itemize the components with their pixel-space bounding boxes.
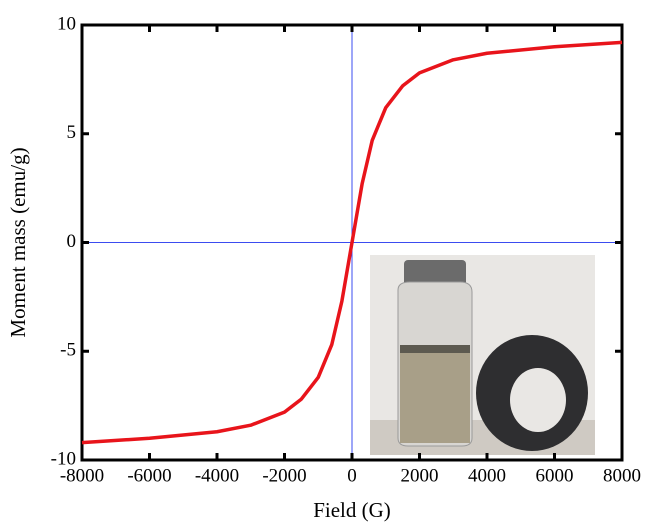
- y-tick-label: 10: [57, 13, 76, 34]
- x-tick-label: 6000: [536, 465, 574, 486]
- inset-photo: [370, 255, 595, 455]
- x-tick-label: -2000: [262, 465, 306, 486]
- x-tick-label: 0: [347, 465, 357, 486]
- x-tick-label: 8000: [603, 465, 641, 486]
- x-axis-label: Field (G): [313, 498, 391, 522]
- x-tick-label: 2000: [401, 465, 439, 486]
- y-tick-label: -5: [60, 340, 76, 361]
- x-tick-label: -8000: [60, 465, 104, 486]
- magnetization-curve: [81, 40, 623, 445]
- x-tick-label: -4000: [195, 465, 239, 486]
- plot-frame: [80, 23, 624, 462]
- y-axis-label: Moment mass (emu/g): [6, 147, 30, 337]
- x-tick-label: 4000: [468, 465, 506, 486]
- y-tick-label: -10: [51, 448, 76, 469]
- x-tick-label: -6000: [127, 465, 171, 486]
- y-tick-label: 5: [67, 122, 77, 143]
- y-tick-label: 0: [67, 231, 77, 252]
